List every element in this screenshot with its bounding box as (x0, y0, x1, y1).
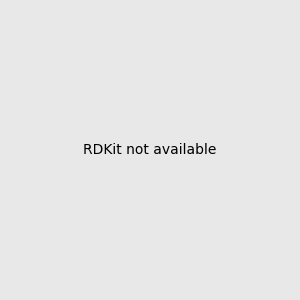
Text: RDKit not available: RDKit not available (83, 143, 217, 157)
